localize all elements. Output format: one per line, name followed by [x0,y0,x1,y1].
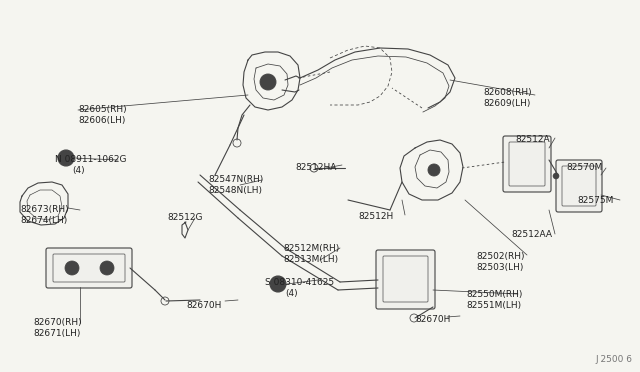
Circle shape [431,167,437,173]
Text: 82606(LH): 82606(LH) [78,116,125,125]
Text: 82670(RH): 82670(RH) [33,318,82,327]
Text: 82512AA: 82512AA [511,230,552,239]
Text: 82548N(LH): 82548N(LH) [208,186,262,195]
Text: 82671(LH): 82671(LH) [33,329,81,338]
Circle shape [65,261,79,275]
Text: 82670H: 82670H [415,315,451,324]
Text: 82512M(RH): 82512M(RH) [283,244,339,253]
Text: 82608(RH): 82608(RH) [483,88,532,97]
FancyBboxPatch shape [556,160,602,212]
FancyBboxPatch shape [376,250,435,309]
Circle shape [69,265,75,271]
Circle shape [553,173,559,179]
Circle shape [428,164,440,176]
Text: S: S [275,281,280,287]
Text: 82670H: 82670H [186,301,221,310]
Text: 82551M(LH): 82551M(LH) [466,301,521,310]
Circle shape [270,276,286,292]
Text: 82575M: 82575M [577,196,613,205]
Circle shape [58,150,74,166]
Text: S 08310-41625: S 08310-41625 [265,278,334,287]
Circle shape [104,265,110,271]
Text: J 2500 6: J 2500 6 [595,355,632,364]
Text: 82674(LH): 82674(LH) [20,216,67,225]
Text: N 08911-1062G: N 08911-1062G [55,155,127,164]
Text: 82502(RH): 82502(RH) [476,252,525,261]
Text: 82547N(RH): 82547N(RH) [208,175,263,184]
Text: 82550M(RH): 82550M(RH) [466,290,522,299]
Circle shape [264,78,272,86]
Text: 82605(RH): 82605(RH) [78,105,127,114]
Text: 82503(LH): 82503(LH) [476,263,524,272]
Text: 82609(LH): 82609(LH) [483,99,531,108]
Text: (4): (4) [72,166,84,175]
Circle shape [260,74,276,90]
FancyBboxPatch shape [503,136,551,192]
Text: 82512HA: 82512HA [295,163,337,172]
Text: 82513M(LH): 82513M(LH) [283,255,338,264]
Text: 82512A: 82512A [515,135,550,144]
Circle shape [100,261,114,275]
FancyBboxPatch shape [46,248,132,288]
Text: 82512G: 82512G [167,213,202,222]
Text: (4): (4) [285,289,298,298]
Text: 82512H: 82512H [358,212,393,221]
Text: 82673(RH): 82673(RH) [20,205,68,214]
Text: 82570M: 82570M [566,163,602,172]
Text: N: N [63,155,69,161]
